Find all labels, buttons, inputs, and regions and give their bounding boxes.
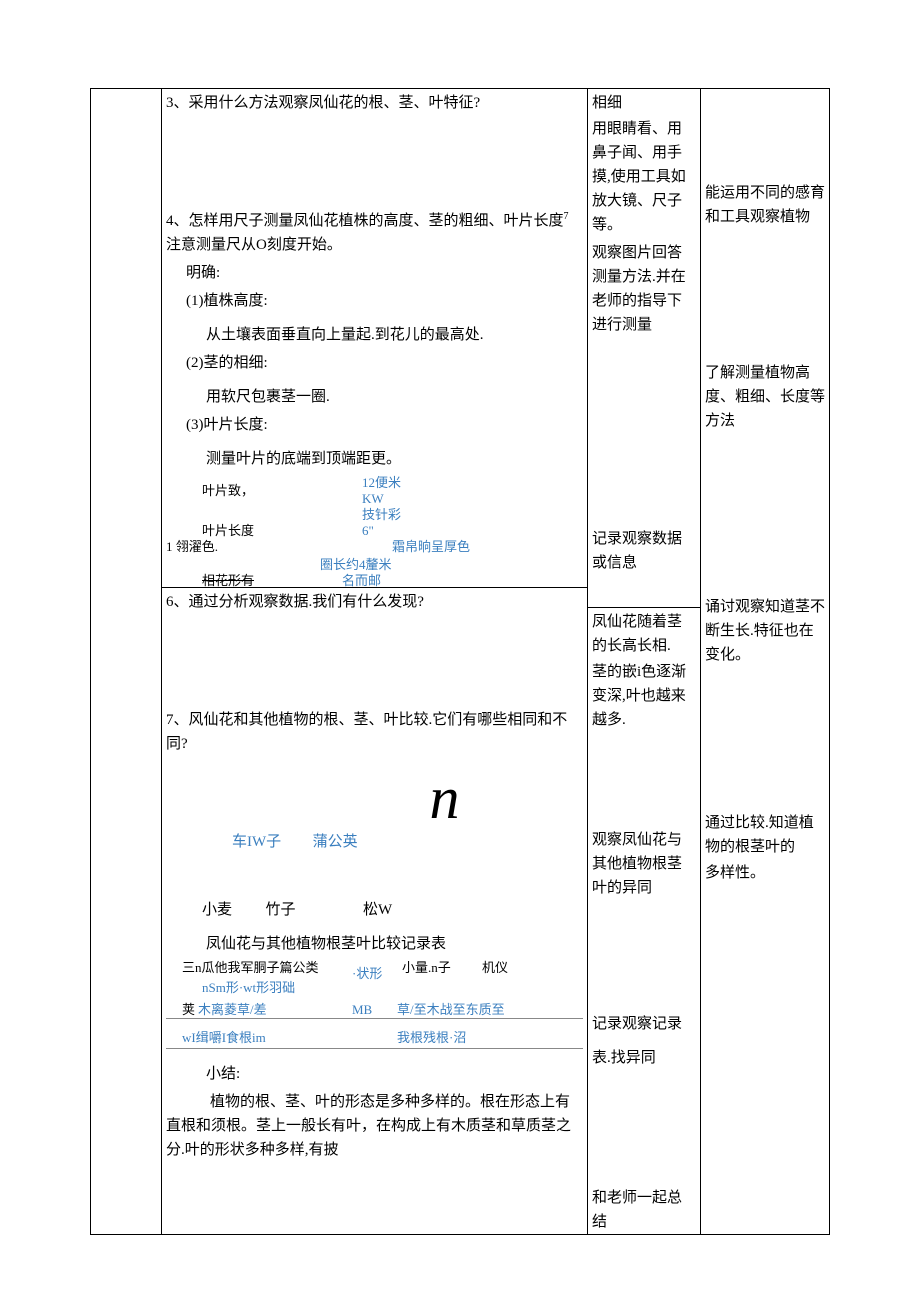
question-4-line2: 注意测量尺从O刻度开始。 xyxy=(166,237,342,253)
tbl-r1-b: ·状形 xyxy=(352,964,382,984)
measure-1-desc: 从土壤表面垂直向上量起.到花儿的最高处. xyxy=(162,321,587,349)
measure-1-title: (1)植株高度: xyxy=(162,287,587,315)
c4-r2: 了解测量植物高度、粗细、长度等方法 xyxy=(701,359,829,435)
question-6: 6、通过分析观察数据.我们有什么发现? xyxy=(162,588,587,616)
measure-2-title: (2)茎的相细: xyxy=(162,349,587,377)
measure-3-desc: 测量叶片的底端到顶端距更。 xyxy=(162,445,587,473)
leaf-blue-7: 名而邮 xyxy=(342,571,381,591)
c4-r4: 通过比较.知道植物的根茎叶的 xyxy=(701,809,829,861)
c4-r3: 诵讨观察知道茎不断生长.特征也在变化。 xyxy=(701,593,829,669)
tbl-r3-c: MB xyxy=(352,1000,372,1020)
question-3: 3、采用什么方法观察凤仙花的根、茎、叶特征? xyxy=(162,89,587,117)
tbl-r1-c: 小量.n子 xyxy=(402,958,451,978)
leaf-data-block: 叶片致， 12便米 KW 技针彩 叶片长度 6" 1 翎濯色. 霜帛晌呈厚色 圈… xyxy=(162,473,587,587)
leaf-row1-left: 叶片致， xyxy=(202,481,254,501)
c3-r1b: 用眼睛看、用鼻子闻、用手摸,使用工具如放大镜、尺子等。 xyxy=(588,117,700,239)
plant-row-2: 小麦 竹子 松W xyxy=(162,896,587,924)
column-4-goals: 能运用不同的感育和工具观察植物 了解测量植物高度、粗细、长度等方法 诵讨观察知道… xyxy=(701,89,829,1234)
plant-xiaomai: 小麦 xyxy=(202,902,232,918)
column-2-content: 3、采用什么方法观察凤仙花的根、茎、叶特征? 4、怎样用尺子测量凤仙花植株的高度… xyxy=(162,89,588,1234)
leaf-row4-left: 相花形有 xyxy=(202,571,254,591)
tbl-r2-a: nSm形·wt形羽础 xyxy=(202,978,295,998)
leaf-blue-4: 6" xyxy=(362,521,374,541)
measure-2-desc: 用软尺包裹茎一圈. xyxy=(162,383,587,411)
summary-title: 小结: xyxy=(162,1060,587,1088)
tbl-r4-b: 我根残根·沼 xyxy=(397,1028,466,1048)
plant-zhuzi: 竹子 xyxy=(266,902,296,918)
column-3-student: 相细 用眼睛看、用鼻子闻、用手摸,使用工具如放大镜、尺子等。 观察图片回答测量方… xyxy=(588,89,701,1234)
c3-r5: 观察凤仙花与其他植物根茎叶的异同 xyxy=(588,826,700,902)
lesson-table: 3、采用什么方法观察凤仙花的根、茎、叶特征? 4、怎样用尺子测量凤仙花植株的高度… xyxy=(90,88,830,1235)
tbl-r3-d: 草/至木战至东质至 xyxy=(397,1000,505,1020)
c3-r3: 记录观察数据或信息 xyxy=(588,525,700,577)
label-mingque: 明确: xyxy=(162,259,587,287)
question-7: 7、风仙花和其他植物的根、茎、叶比较.它们有哪些相同和不同? xyxy=(162,706,587,758)
comparison-table-body: 三n瓜他我军胴子篇公类 ·状形 小量.n子 机仪 nSm形·wt形羽础 荚 木离… xyxy=(162,958,587,1060)
question-4-line1: 4、怎样用尺子测量凤仙花植株的高度、茎的粗细、叶片长度 xyxy=(166,213,564,229)
plant-row-1: 车IW子 蒲公英 xyxy=(162,828,587,856)
c3-r1a: 相细 xyxy=(588,89,700,117)
c3-r6b: 表.找异同 xyxy=(588,1044,700,1072)
tbl-r1-a: 三n瓜他我军胴子篇公类 xyxy=(182,958,319,978)
plant-songw: 松W xyxy=(363,902,392,918)
c3-r6: 记录观察记录 xyxy=(588,1010,700,1038)
column-1-empty xyxy=(91,89,162,1234)
c4-r1: 能运用不同的感育和工具观察植物 xyxy=(701,179,829,231)
tbl-r1-d: 机仪 xyxy=(482,958,508,978)
c3-r4b: 茎的嵌i色逐渐变深,叶也越来越多. xyxy=(588,660,700,734)
measure-3-title: (3)叶片长度: xyxy=(162,411,587,439)
leaf-blue-5: 霜帛晌呈厚色 xyxy=(392,537,470,557)
c3-r2: 观察图片回答测量方法.并在老师的指导下进行测量 xyxy=(588,239,700,339)
question-4: 4、怎样用尺子测量凤仙花植株的高度、茎的粗细、叶片长度7注意测量尺从O刻度开始。 xyxy=(162,207,587,259)
comparison-table-title: 凤仙花与其他植物根茎叶比较记录表 xyxy=(162,930,587,958)
tbl-r3-a: 荚 xyxy=(182,1000,195,1020)
tbl-r4-a: wI缉嚼I食根im xyxy=(182,1028,266,1048)
leaf-row3-left: 1 翎濯色. xyxy=(166,537,218,557)
c3-r7: 和老师一起总结 xyxy=(588,1184,700,1234)
summary-body: 植物的根、茎、叶的形态是多种多样的。根在形态上有直根和须根。茎上一般长有叶，在构… xyxy=(162,1088,587,1162)
plant-cheizi: 车IW子 xyxy=(232,834,281,850)
decorative-n-glyph: n xyxy=(302,768,587,828)
tbl-r3-b: 木离菱草/差 xyxy=(198,1000,267,1020)
c4-r4b: 多样性。 xyxy=(701,861,829,887)
plant-pugongying: 蒲公英 xyxy=(313,834,358,850)
c3-r4: 凤仙花随着茎的长高长相. xyxy=(588,608,700,660)
